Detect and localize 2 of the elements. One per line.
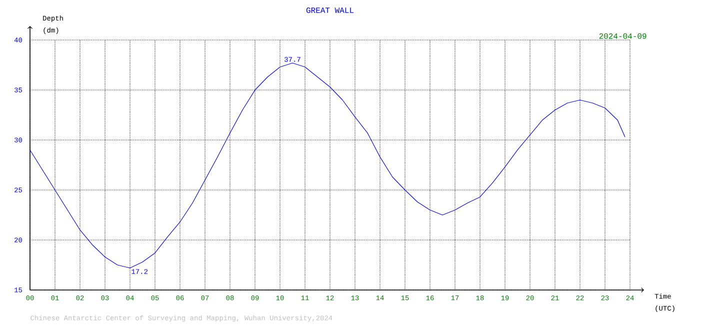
- chart-title: GREAT WALL: [306, 8, 354, 13]
- text: 2024-04-09: [599, 33, 646, 39]
